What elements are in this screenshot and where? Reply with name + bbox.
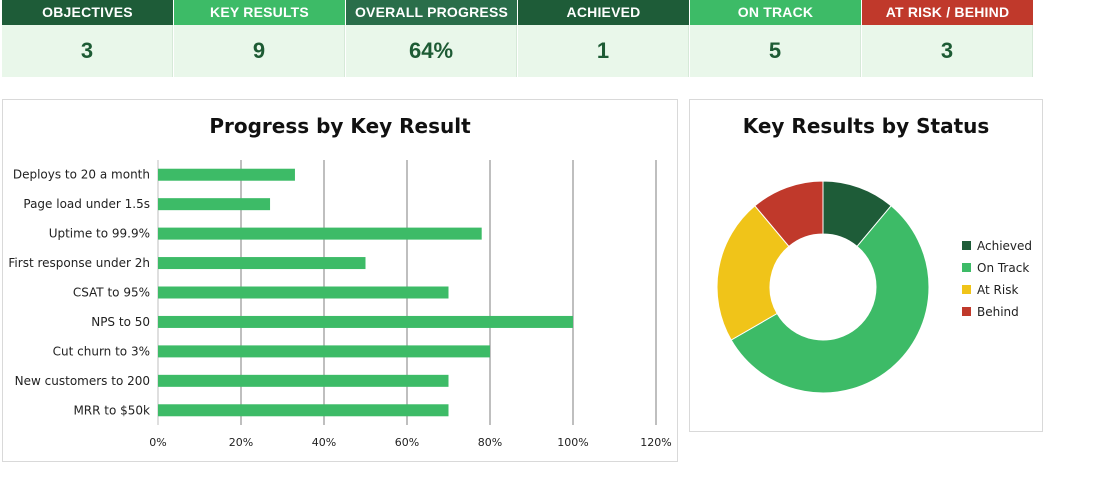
x-tick-label: 60% [395,436,419,449]
donut-slice-on-track [730,205,930,394]
bar [158,257,366,270]
kpi-label: OVERALL PROGRESS [346,0,517,25]
legend-swatch [962,263,971,272]
bar [158,198,271,211]
donut-slice-at-risk [716,205,790,341]
kpi-card-at-risk-behind: AT RISK / BEHIND 3 [862,0,1034,77]
bar-category-label: MRR to $50k [73,403,150,417]
kpi-card-objectives: OBJECTIVES 3 [2,0,174,77]
kpi-label: ACHIEVED [518,0,689,25]
donut-chart: Achieved On Track At Risk Behind [716,180,1032,394]
bar [158,345,490,358]
kpi-label: KEY RESULTS [174,0,345,25]
bar [158,227,482,240]
kpi-value: 9 [174,25,345,77]
bar-chart: 0% 20% 40% 60% 80% 100% 120% Deploys to 20 a mo… [8,160,672,449]
bar-chart-panel: Progress by Key Result 0% 20% 40% 60% 80% 100… [2,99,678,462]
donut-chart-panel: Key Results by Status Achieved On Track At… [689,99,1043,432]
kpi-label: ON TRACK [690,0,861,25]
kpi-value: 1 [518,25,689,77]
bar-category-label: Deploys to 20 a month [13,168,150,182]
bar-category-label: CSAT to 95% [73,286,150,300]
legend-swatch [962,241,971,250]
kpi-card-achieved: ACHIEVED 1 [518,0,690,77]
kpi-strip: OBJECTIVES 3 KEY RESULTS 9 OVERALL PROGR… [2,0,1034,77]
bar [158,315,573,328]
donut-chart-title: Key Results by Status [742,114,990,138]
bar-chart-title: Progress by Key Result [209,114,471,138]
bar [158,404,449,417]
kpi-card-on-track: ON TRACK 5 [690,0,862,77]
bar-category-label: Cut churn to 3% [53,344,150,358]
legend-label: Behind [977,305,1019,319]
kpi-label: OBJECTIVES [2,0,173,25]
bar-category-label: Page load under 1.5s [23,197,150,211]
legend-label: At Risk [977,283,1018,297]
kpi-value: 64% [346,25,517,77]
x-tick-label: 120% [640,436,671,449]
kpi-label: AT RISK / BEHIND [862,0,1033,25]
x-tick-label: 80% [478,436,502,449]
kpi-value: 3 [2,25,173,77]
bar [158,168,295,181]
bar-category-label: Uptime to 99.9% [49,227,150,241]
legend-swatch [962,307,971,316]
x-tick-label: 20% [229,436,253,449]
bar [158,374,449,387]
donut-slice-behind [754,180,824,248]
kpi-value: 3 [862,25,1033,77]
bar-category-label: New customers to 200 [15,374,150,388]
x-tick-label: 100% [557,436,588,449]
kpi-card-overall-progress: OVERALL PROGRESS 64% [346,0,518,77]
x-tick-label: 0% [149,436,166,449]
legend-swatch [962,285,971,294]
legend-label: On Track [977,261,1029,275]
kpi-card-key-results: KEY RESULTS 9 [174,0,346,77]
kpi-value: 5 [690,25,861,77]
x-tick-label: 40% [312,436,336,449]
bar [158,286,449,299]
bar-category-label: First response under 2h [8,256,150,270]
legend-label: Achieved [977,239,1032,253]
bar-category-label: NPS to 50 [91,315,150,329]
